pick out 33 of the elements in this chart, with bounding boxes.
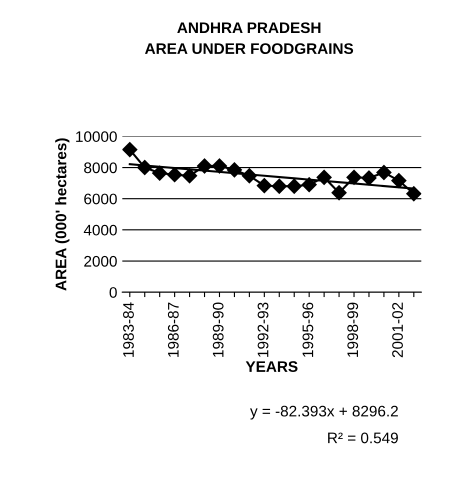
point xyxy=(302,177,317,192)
x-tick-label: 1998-99 xyxy=(347,302,358,357)
point xyxy=(391,173,406,188)
x-tick-label: 1983-84 xyxy=(123,302,134,357)
x-tick-label: 1992-93 xyxy=(258,302,268,357)
point xyxy=(122,142,138,158)
point xyxy=(272,178,287,194)
text: R² = 0.549 xyxy=(328,432,398,444)
x-tick-label: 1989-90 xyxy=(212,302,224,357)
point xyxy=(167,167,182,182)
y-axis-title: AREA (000' hectares) xyxy=(55,138,70,291)
y-tick-label: 4000 xyxy=(84,224,117,236)
point xyxy=(346,170,362,185)
y-tick-label: 2000 xyxy=(84,256,117,267)
point xyxy=(376,164,392,180)
text: y = -82.393x + 8296.2 xyxy=(250,406,398,420)
point xyxy=(332,185,347,200)
y-tick-label: 0 xyxy=(110,287,117,298)
x-tick-label: 2001-02 xyxy=(392,302,403,358)
y-tick-label: 8000 xyxy=(84,162,117,174)
point xyxy=(256,178,272,194)
y-tick-label: 10000 xyxy=(76,131,117,142)
point xyxy=(212,158,228,174)
point xyxy=(406,186,422,202)
x-axis-title: YEARS xyxy=(246,361,298,372)
point xyxy=(361,170,377,186)
x-tick-label: 1986-87 xyxy=(168,302,179,357)
chart-title: ANDHRA PRADESH AREA UNDER FOODGRAINS xyxy=(144,22,354,54)
point xyxy=(182,168,198,184)
y-tick-label: 6000 xyxy=(84,194,117,204)
point xyxy=(152,166,168,181)
x-tick-label: 1995-96 xyxy=(302,302,314,357)
point xyxy=(286,178,302,194)
